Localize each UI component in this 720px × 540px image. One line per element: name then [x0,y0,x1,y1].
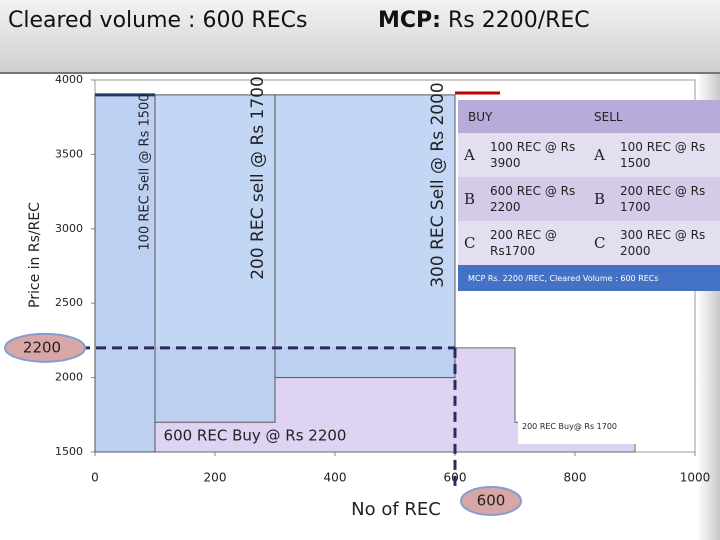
y-tick-label: 1500 [55,445,83,458]
table-row: B 600 REC @ Rs 2200 B 200 REC @ Rs 1700 [458,177,720,221]
x-tick-label: 800 [564,471,587,485]
table-row: C 200 REC @ Rs1700 C 300 REC @ Rs 2000 [458,221,720,265]
table-footer: MCP Rs. 2200 /REC, Cleared Volume : 600 … [458,265,720,291]
mcp-volume-oval [460,486,522,516]
buy-note: 200 REC Buy@ Rs 1700 [518,418,636,444]
cell-text: 100 REC @ Rs 3900 [490,140,576,170]
mcp-value: Rs 2200/REC [447,8,590,33]
cell-letter: B [594,190,606,208]
header-cell: BUY [468,109,493,124]
sell-block [154,94,276,423]
volume-title: Cleared volume : 600 RECs [8,8,308,33]
table: BUY SELL A 100 REC @ Rs 3900 A 100 REC @ Rs… [458,100,720,291]
cell-letter: C [464,234,476,252]
cell-letter: B [464,190,476,208]
cell-text: 600 REC @ Rs 2200 [490,184,576,214]
cell-text: 300 REC @ Rs 2000 [620,228,706,258]
y-tick-label: 4000 [55,73,83,86]
sell-block [274,94,456,379]
cell-letter: A [594,146,605,164]
sell-annotation: 100 REC Sell @ Rs 1500 [138,93,153,250]
mcp-label: MCP: [378,8,441,33]
y-axis-label: Price in Rs/REC [27,202,43,308]
buy-note-text: 200 REC Buy@ Rs 1700 [518,418,636,444]
x-axis-label: No of REC [351,499,441,520]
table-body: A 100 REC @ Rs 3900 A 100 REC @ Rs 1500 B 600… [458,133,720,265]
y-tick-label: 3000 [55,222,83,235]
table-row: A 100 REC @ Rs 3900 A 100 REC @ Rs 1500 [458,133,720,177]
cell-letter: C [594,234,606,252]
cell-letter: A [464,146,475,164]
y-tick-label: 2000 [55,371,83,384]
buy-annotation: 600 REC Buy @ Rs 2200 [164,427,347,445]
cell-text: 100 REC @ Rs 1500 [620,140,706,170]
mcp-price-oval [4,332,86,363]
y-tick-label: 3500 [55,147,83,160]
x-tick-label: 200 [204,471,227,485]
table-header: BUY SELL [458,100,720,133]
y-tick-label: 2500 [55,296,83,309]
sell-annotation: 300 REC Sell @ Rs 2000 [428,82,448,288]
cell-text: 200 REC @ Rs 1700 [620,184,706,214]
mcp-title: MCP: Rs 2200/REC [378,8,590,33]
sell-annotation: 200 REC sell @ Rs 1700 [248,76,268,280]
x-tick-label: 400 [324,471,347,485]
sell-block [94,94,156,453]
mcp-volume-label: 600 [477,492,506,510]
x-tick-label: 1000 [680,471,711,485]
mcp-price-label: 2200 [23,338,61,356]
header-cell: SELL [594,109,623,124]
header: Cleared volume : 600 RECs MCP: Rs 2200/R… [0,0,720,74]
cell-text: 200 REC @ Rs1700 [490,228,557,258]
x-tick-label: 0 [91,471,99,485]
